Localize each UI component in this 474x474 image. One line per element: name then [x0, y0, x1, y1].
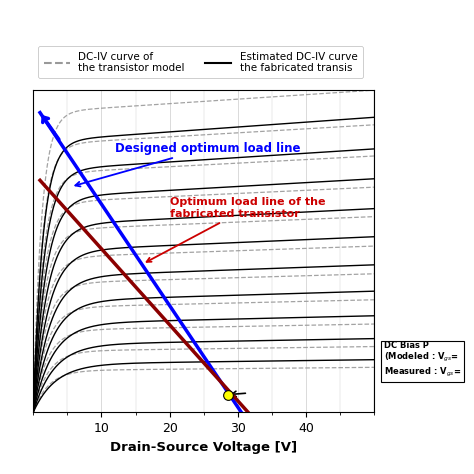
Text: DC Bias P
(Modeled : V$_{gs}$=
Measured : V$_{gs}$=: DC Bias P (Modeled : V$_{gs}$= Measured …: [384, 340, 461, 379]
X-axis label: Drain-Source Voltage [V]: Drain-Source Voltage [V]: [110, 441, 297, 454]
Legend: DC-IV curve of
the transistor model, Estimated DC-IV curve
the fabricated transi: DC-IV curve of the transistor model, Est…: [38, 46, 363, 78]
Text: Designed optimum load line: Designed optimum load line: [75, 142, 301, 186]
Text: Optimum load line of the
fabricated transistor: Optimum load line of the fabricated tran…: [146, 197, 325, 262]
